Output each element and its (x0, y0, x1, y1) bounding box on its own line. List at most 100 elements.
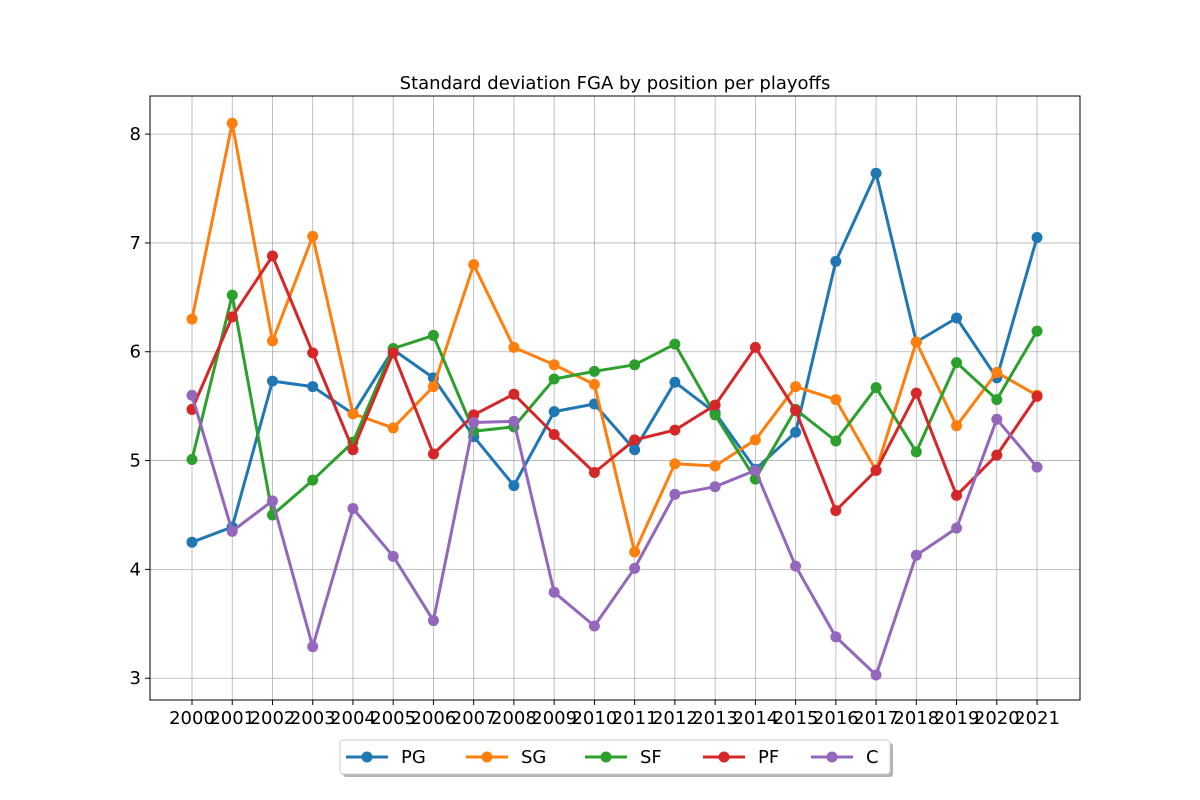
data-point-sf (870, 382, 882, 394)
data-point-pf (1031, 390, 1043, 402)
data-point-sg (266, 335, 278, 347)
legend-item-pg: PG (346, 747, 426, 768)
x-tick-label: 2002 (250, 708, 296, 729)
data-point-c (427, 615, 439, 627)
x-tick-label: 2020 (974, 708, 1020, 729)
legend-item-c: C (811, 747, 879, 768)
chart-title: Standard deviation FGA by position per p… (400, 73, 831, 94)
data-point-sf (548, 373, 560, 385)
data-point-sg (588, 378, 600, 390)
series-sf (186, 289, 1043, 521)
legend-marker-sg (481, 751, 493, 763)
data-point-pg (548, 406, 560, 418)
legend-marker-sf (600, 751, 612, 763)
data-point-pf (910, 387, 922, 399)
data-point-c (588, 620, 600, 632)
series-sg (186, 117, 1043, 558)
x-tick-label: 2019 (934, 708, 980, 729)
data-point-pf (266, 250, 278, 262)
data-point-pf (427, 448, 439, 460)
x-tick-label: 2007 (451, 708, 497, 729)
series-line-c (190, 394, 1039, 677)
x-tick-label: 2001 (209, 708, 255, 729)
data-point-c (468, 416, 480, 428)
data-point-sf (951, 357, 963, 369)
data-point-sg (548, 359, 560, 371)
data-point-pg (830, 255, 842, 267)
y-tick-label: 6 (130, 342, 141, 363)
y-tick-label: 7 (130, 233, 141, 254)
data-point-sf (1031, 325, 1043, 337)
data-point-c (226, 525, 238, 537)
x-tick-label: 2011 (612, 708, 658, 729)
x-tick-label: 2005 (370, 708, 416, 729)
data-point-c (709, 481, 721, 493)
data-point-c (870, 669, 882, 681)
x-tick-label: 2006 (411, 708, 457, 729)
data-point-sg (629, 546, 641, 558)
data-point-pf (709, 399, 721, 411)
data-point-pf (347, 444, 359, 456)
legend-item-sf: SF (585, 747, 662, 768)
y-tick-label: 8 (130, 124, 141, 145)
data-point-sf (186, 453, 198, 465)
data-point-pg (266, 375, 278, 387)
data-point-pf (790, 405, 802, 417)
data-point-c (1031, 461, 1043, 473)
data-point-sg (951, 420, 963, 432)
data-point-pf (307, 347, 319, 359)
x-tick-label: 2018 (893, 708, 939, 729)
data-point-pf (468, 409, 480, 421)
data-point-sg (387, 422, 399, 434)
data-point-c (790, 560, 802, 572)
data-point-sf (830, 435, 842, 447)
x-tick-label: 2012 (652, 708, 698, 729)
data-point-sg (790, 381, 802, 393)
data-point-sg (749, 434, 761, 446)
legend: PG SG SF PF C (339, 739, 893, 777)
data-point-pg (307, 381, 319, 393)
data-point-sg (910, 336, 922, 348)
y-axis: 3 4 5 6 7 8 (130, 124, 150, 689)
data-point-c (347, 502, 359, 514)
y-tick-label: 3 (130, 668, 141, 689)
x-tick-label: 2004 (330, 708, 376, 729)
legend-item-pf: PF (703, 747, 779, 768)
x-tick-label: 2003 (290, 708, 336, 729)
data-point-sg (830, 394, 842, 406)
data-point-c (951, 522, 963, 534)
data-point-c (307, 641, 319, 653)
y-tick-label: 4 (130, 559, 141, 580)
data-point-pf (387, 347, 399, 359)
y-tick-label: 5 (130, 451, 141, 472)
x-tick-label: 2015 (773, 708, 819, 729)
data-point-sg (186, 313, 198, 325)
data-point-pf (629, 434, 641, 446)
data-point-c (266, 495, 278, 507)
legend-marker-c (826, 751, 838, 763)
data-point-pg (669, 376, 681, 388)
legend-item-sg: SG (466, 747, 546, 768)
x-tick-label: 2009 (531, 708, 577, 729)
legend-marker-pf (718, 751, 730, 763)
data-point-sf (709, 409, 721, 421)
series-layer (186, 117, 1043, 681)
data-point-pf (749, 341, 761, 353)
legend-label-sg: SG (521, 747, 546, 768)
series-c (186, 389, 1043, 681)
data-point-pf (548, 428, 560, 440)
data-point-pf (830, 505, 842, 517)
data-point-sf (629, 359, 641, 371)
x-tick-label: 2010 (571, 708, 617, 729)
data-point-pg (629, 444, 641, 456)
data-point-sg (427, 381, 439, 393)
data-point-pf (588, 467, 600, 479)
series-line-sg (190, 121, 1038, 554)
x-tick-label: 2014 (732, 708, 778, 729)
legend-label-pg: PG (401, 747, 426, 768)
series-line-pf (190, 254, 1039, 513)
data-point-sf (427, 329, 439, 341)
plot-frame (149, 95, 1081, 701)
data-point-pf (669, 424, 681, 436)
